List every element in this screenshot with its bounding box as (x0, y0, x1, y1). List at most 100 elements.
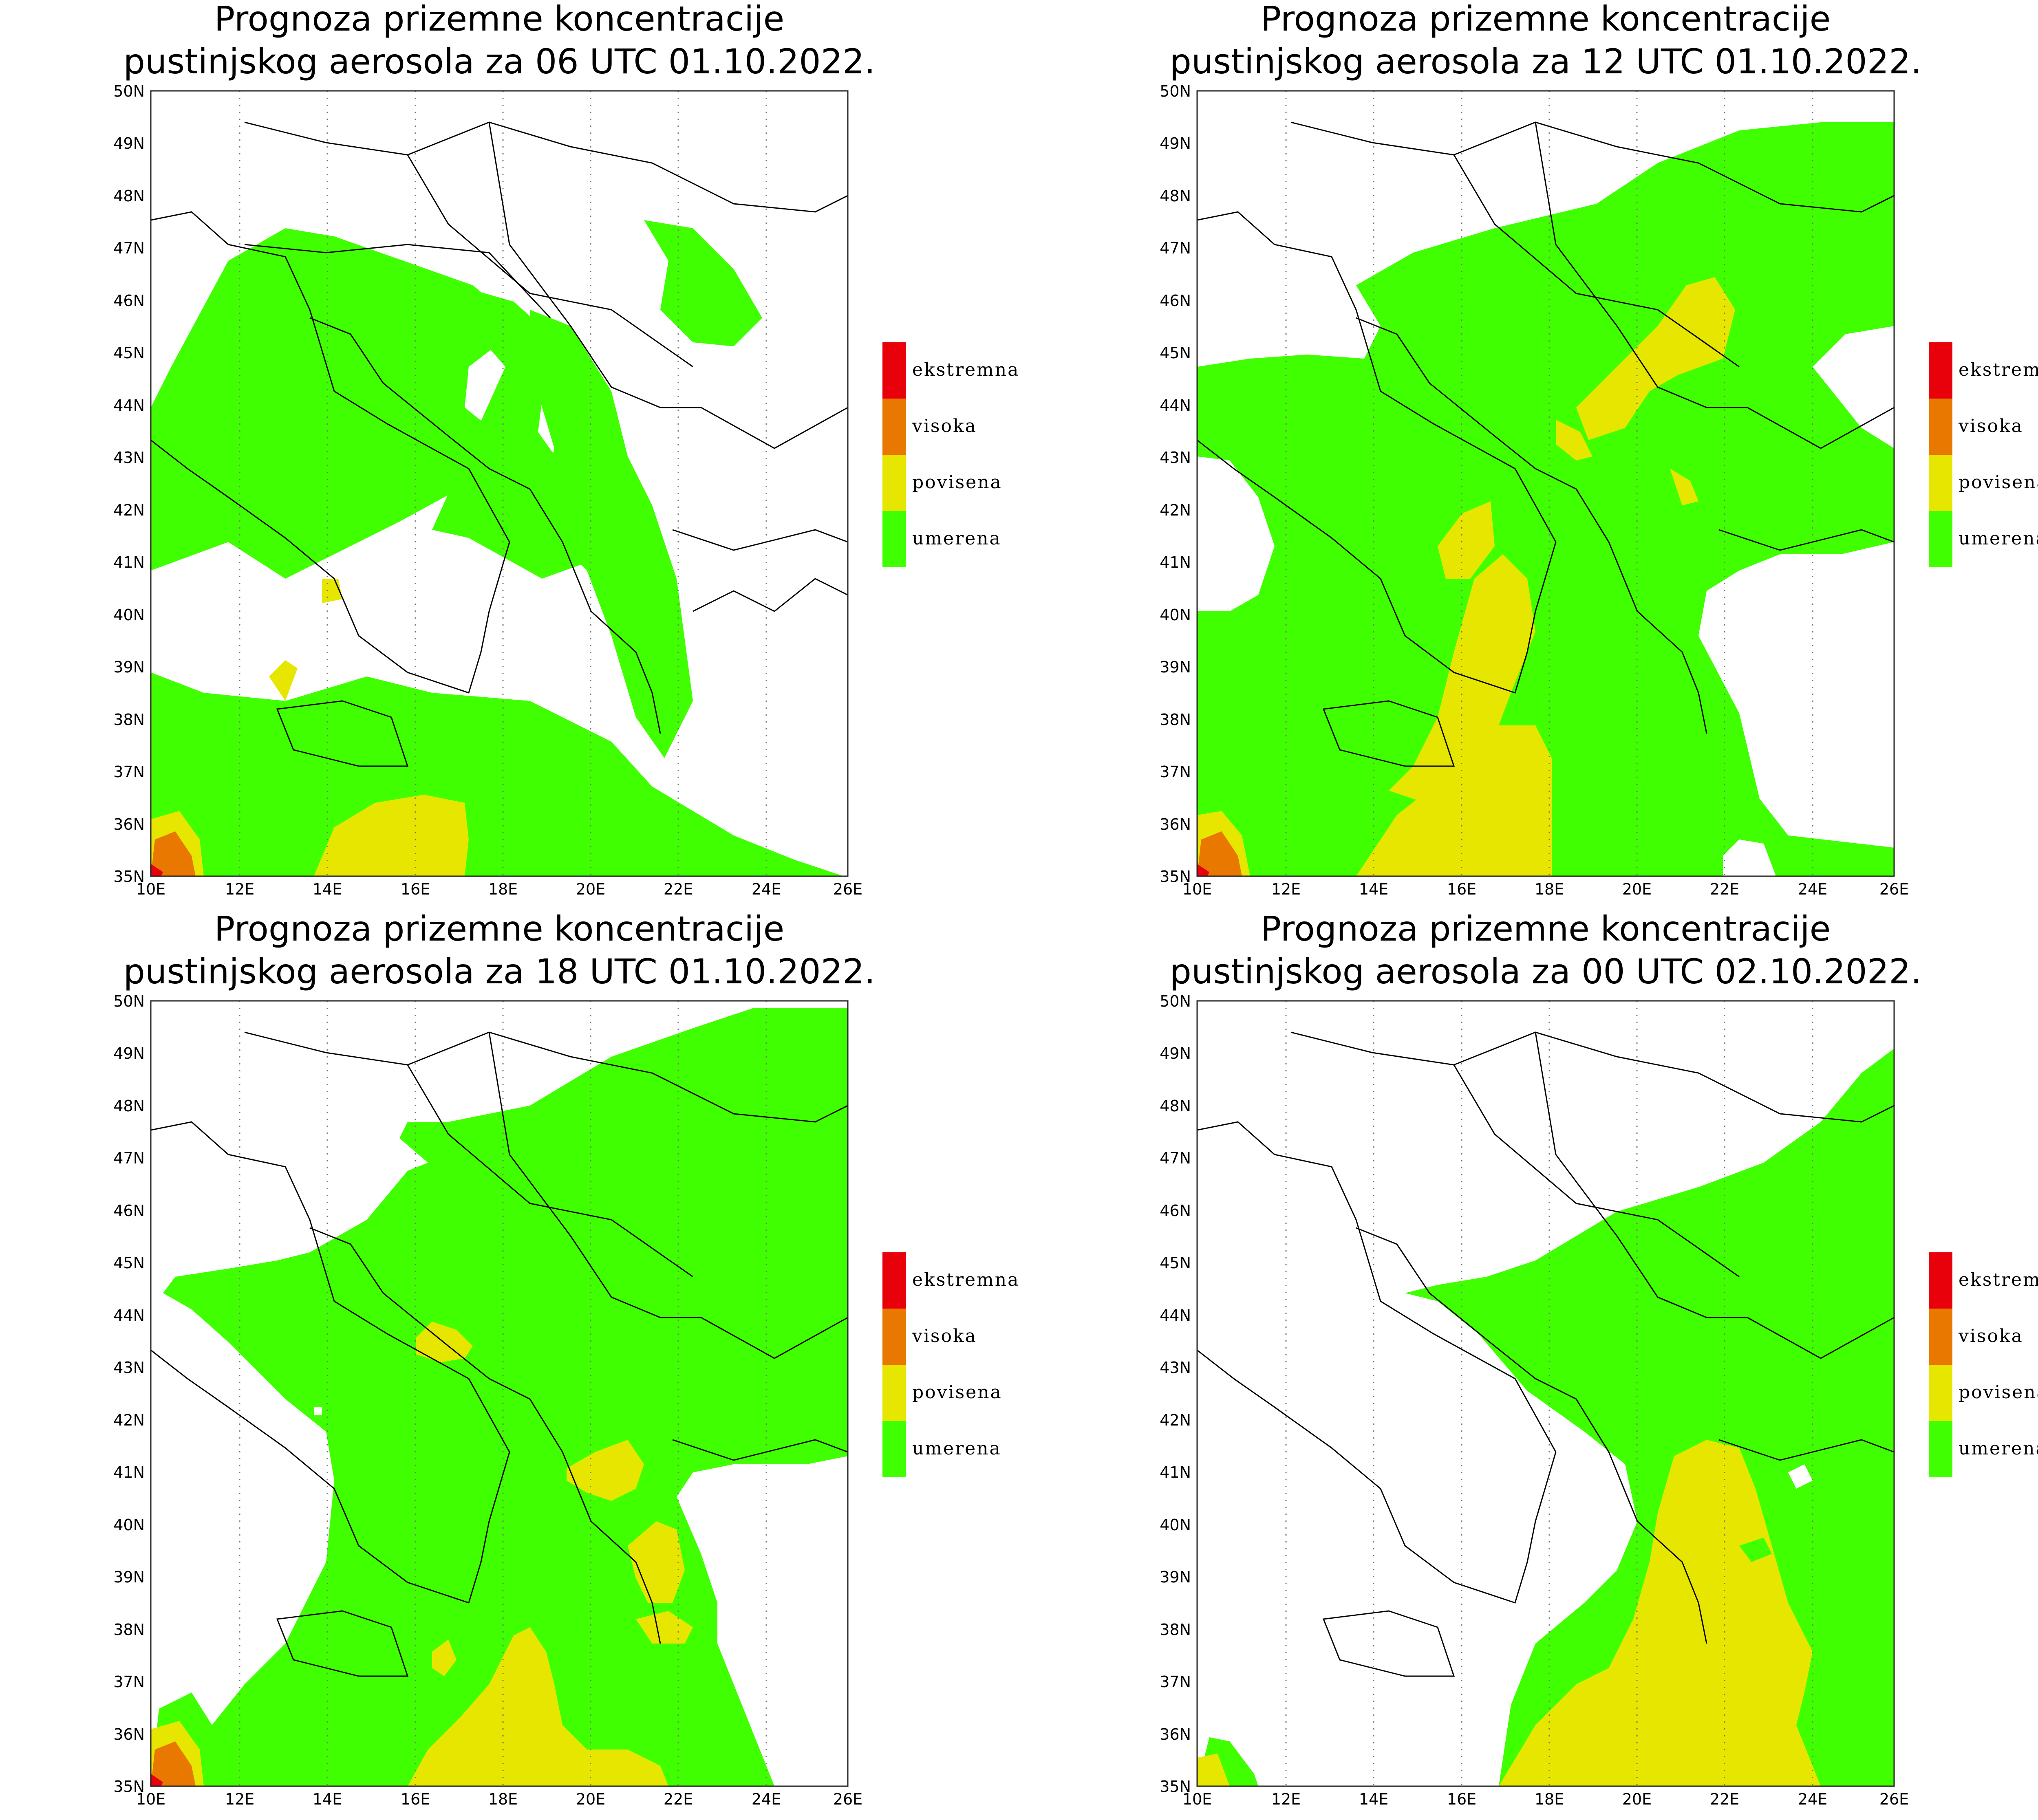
legend-swatch-ekstremna (1929, 342, 1952, 399)
panel-title-line1: Prognoza prizemne koncentracije (214, 910, 785, 949)
lat-tick-label: 35N (113, 868, 145, 886)
lat-tick-labels: 50N 49N 48N 47N 46N 45N 44N 43N 42N 41N … (113, 992, 145, 1796)
legend-swatch-povisena (1929, 455, 1952, 511)
legend-swatch-ekstremna (882, 342, 906, 399)
map-panel-18utc: Prognoza prizemne koncentracije pustinjs… (0, 910, 1046, 1820)
lat-tick-label: 48N (1160, 1097, 1191, 1115)
legend-swatch-povisena (882, 1365, 906, 1421)
lat-tick-label: 48N (113, 187, 145, 205)
lon-tick-label: 12E (1271, 1790, 1301, 1808)
lon-tick-label: 26E (833, 880, 862, 898)
lon-tick-label: 20E (576, 880, 605, 898)
lat-tick-label: 44N (113, 1307, 145, 1324)
lat-tick-label: 37N (1160, 1673, 1191, 1691)
lat-tick-labels: 50N 49N 48N 47N 46N 45N 44N 43N 42N 41N … (1160, 992, 1191, 1796)
lat-tick-label: 39N (113, 1568, 145, 1586)
lat-tick-label: 36N (113, 1725, 145, 1743)
lat-tick-label: 49N (1160, 1044, 1191, 1062)
povisena-area (1499, 1440, 1821, 1786)
lon-tick-label: 12E (1271, 880, 1301, 898)
legend-label: umerena (912, 1438, 1001, 1459)
lat-tick-label: 37N (113, 763, 145, 781)
lon-tick-label: 20E (576, 1790, 605, 1808)
legend-swatch-visoka (1929, 1309, 1952, 1365)
lat-tick-label: 42N (113, 1411, 145, 1429)
lat-tick-label: 46N (1160, 1202, 1191, 1220)
map-panel-06utc: Prognoza prizemne koncentracije pustinjs… (0, 0, 1046, 910)
legend-swatch-umerena (1929, 1421, 1952, 1477)
legend-swatch-umerena (1929, 511, 1952, 567)
lon-tick-labels: 10E 12E 14E 16E 18E 20E 22E 24E 26E (1182, 1790, 1909, 1808)
lon-tick-label: 26E (833, 1790, 862, 1808)
legend-swatch-visoka (882, 399, 906, 455)
lon-tick-label: 22E (1710, 1790, 1739, 1808)
lat-tick-label: 43N (113, 1359, 145, 1377)
legend-label: povisena (912, 472, 1002, 493)
lon-tick-label: 20E (1622, 880, 1652, 898)
lat-tick-label: 45N (1160, 344, 1191, 362)
lat-tick-label: 47N (113, 239, 145, 257)
lon-tick-labels: 10E 12E 14E 16E 18E 20E 22E 24E 26E (136, 880, 862, 898)
lon-tick-label: 10E (1182, 880, 1212, 898)
lat-tick-label: 37N (1160, 763, 1191, 781)
legend: ekstremna visoka povisena umerena (882, 342, 1019, 567)
legend-label: povisena (1959, 1382, 2038, 1403)
lat-tick-labels: 50N 49N 48N 47N 46N 45N 44N 43N 42N 41N … (113, 82, 145, 886)
map-plot-area (1196, 1000, 1895, 1787)
lat-tick-label: 38N (1160, 711, 1191, 729)
lon-tick-label: 16E (401, 1790, 430, 1808)
lat-tick-label: 40N (1160, 1516, 1191, 1534)
panel-title-line1: Prognoza prizemne koncentracije (1261, 0, 1831, 39)
map-frame (1196, 90, 1895, 877)
lon-tick-label: 16E (401, 880, 430, 898)
lat-tick-label: 50N (1160, 82, 1191, 100)
lon-tick-label: 24E (752, 1790, 781, 1808)
lat-tick-label: 37N (113, 1673, 145, 1691)
lat-tick-label: 40N (1160, 606, 1191, 624)
legend-swatch-ekstremna (882, 1252, 906, 1309)
lat-tick-label: 40N (113, 606, 145, 624)
lon-tick-label: 24E (752, 880, 781, 898)
map-frame (150, 90, 849, 877)
lon-tick-label: 18E (1535, 1790, 1564, 1808)
lon-tick-labels: 10E 12E 14E 16E 18E 20E 22E 24E 26E (1182, 880, 1909, 898)
lon-tick-label: 16E (1447, 880, 1476, 898)
coastlines-borders (1197, 121, 1895, 767)
lat-tick-label: 49N (113, 134, 145, 152)
lat-tick-label: 47N (1160, 1149, 1191, 1167)
legend-label: ekstremna (1959, 1269, 2038, 1290)
lat-tick-label: 40N (113, 1516, 145, 1534)
lon-tick-label: 14E (1359, 1790, 1388, 1808)
legend-swatch-povisena (882, 455, 906, 511)
lat-tick-label: 43N (113, 449, 145, 467)
lat-tick-label: 50N (113, 992, 145, 1010)
lon-tick-label: 10E (136, 880, 165, 898)
lon-tick-label: 10E (1182, 1790, 1212, 1808)
map-plot-area (150, 90, 849, 877)
lat-tick-label: 36N (113, 815, 145, 833)
lon-tick-label: 14E (313, 1790, 342, 1808)
lat-tick-label: 47N (113, 1149, 145, 1167)
legend-label: ekstremna (912, 359, 1019, 380)
lon-tick-label: 22E (1710, 880, 1739, 898)
lon-tick-label: 26E (1879, 880, 1909, 898)
lat-tick-label: 49N (113, 1044, 145, 1062)
lon-tick-label: 18E (488, 1790, 518, 1808)
map-panel-12utc: Prognoza prizemne koncentracije pustinjs… (1046, 0, 2038, 910)
umerena-area (151, 228, 526, 876)
lat-tick-label: 36N (1160, 1725, 1191, 1743)
lat-tick-label: 36N (1160, 815, 1191, 833)
lon-tick-label: 12E (225, 880, 254, 898)
lon-tick-label: 18E (1535, 880, 1564, 898)
legend-label: ekstremna (1959, 359, 2038, 380)
lat-tick-label: 46N (113, 292, 145, 310)
lat-tick-label: 44N (113, 397, 145, 414)
legend-label: umerena (1959, 528, 2038, 549)
lat-tick-label: 45N (1160, 1254, 1191, 1272)
lon-tick-label: 20E (1622, 1790, 1652, 1808)
lat-tick-label: 42N (113, 501, 145, 519)
map-frame (1196, 1000, 1895, 1787)
panel-title-line1: Prognoza prizemne koncentracije (214, 0, 785, 39)
panel-title-line2: pustinjskog aerosola za 06 UTC 01.10.202… (124, 42, 876, 82)
legend-label: umerena (1959, 1438, 2038, 1459)
